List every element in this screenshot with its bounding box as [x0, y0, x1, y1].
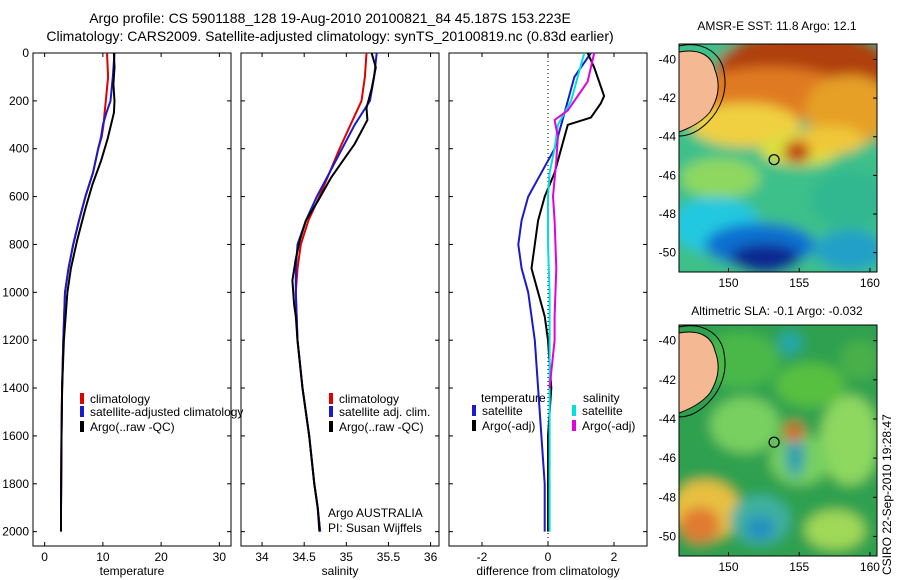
sla-map-field — [679, 325, 877, 556]
annotation-argo-australia: Argo AUSTRALIA — [328, 506, 423, 520]
legend-label-satellite: satellite-adjusted climatology — [90, 405, 243, 419]
x-tick-label: 0 — [41, 550, 48, 564]
legend-heading-salinity: salinity — [583, 391, 620, 405]
salinity-legend: climatology satellite adj. clim. Argo(..… — [328, 392, 430, 535]
y-tick-label: 800 — [9, 237, 29, 251]
legend-label-sal-satellite: satellite — [582, 404, 623, 418]
y-tick-label: 2000 — [2, 525, 29, 539]
footer-stamp: CSIRO 22-Sep-2010 19:28:47 — [880, 414, 894, 575]
x-tick-label: 34 — [255, 550, 269, 564]
series-line-argo — [291, 53, 377, 532]
y-tick-label: 400 — [9, 142, 29, 156]
x-axis-label: salinity — [322, 564, 359, 578]
map-y-tick-label: -44 — [659, 130, 677, 144]
legend-label-argo: Argo(..raw -QC) — [339, 420, 424, 434]
x-tick-label: 10 — [96, 550, 110, 564]
map-y-tick-label: -46 — [659, 168, 677, 182]
legend-label-argo: Argo(..raw -QC) — [90, 420, 175, 434]
map-y-tick-label: -50 — [659, 529, 677, 543]
y-tick-label: 1200 — [2, 333, 29, 347]
temperature-legend: climatology satellite-adjusted climatolo… — [80, 392, 243, 434]
map-axes: 150 155 160 -40 -42 -44 -46 -48 -50 150 155 160 -40 -… — [659, 52, 881, 574]
legend-swatch-sal-satellite — [572, 405, 576, 416]
map-y-tick-label: -40 — [659, 52, 677, 66]
annotation-pi-name: PI: Susan Wijffels — [328, 521, 422, 535]
y-tick-label: 1400 — [2, 381, 29, 395]
legend-label-satellite: satellite adj. clim. — [339, 405, 430, 419]
map-x-tick-label: 155 — [789, 560, 809, 574]
argo-location-marker — [768, 154, 780, 166]
legend-swatch-climatology — [80, 393, 84, 404]
map-y-tick-label: -46 — [659, 451, 677, 465]
map-x-tick-label: 160 — [860, 276, 880, 290]
map-y-tick-label: -42 — [659, 373, 677, 387]
y-tick-label: 0 — [22, 46, 29, 60]
x-tick-label: 30 — [213, 550, 227, 564]
map-y-tick-label: -48 — [659, 207, 677, 221]
figure-title-line2: Climatology: CARS2009. Satellite-adjuste… — [46, 28, 614, 44]
legend-swatch-argo — [329, 421, 333, 432]
argo-location-marker — [768, 436, 780, 448]
sst-map-frame — [678, 43, 878, 273]
x-tick-label: 2 — [611, 550, 618, 564]
sst-map-field — [679, 44, 877, 272]
y-tick-label: 1800 — [2, 477, 29, 491]
map-y-tick-label: -50 — [659, 246, 677, 260]
legend-label-temp-argo: Argo(-adj) — [482, 419, 535, 433]
difference-series — [517, 53, 606, 532]
x-axis-label: difference from climatology — [476, 564, 619, 578]
difference-legend: temperature satellite Argo(-adj) salinit… — [472, 391, 635, 433]
x-tick-label: 35.5 — [377, 550, 401, 564]
legend-swatch-satellite — [329, 406, 333, 417]
map-x-tick-label: 150 — [718, 560, 738, 574]
legend-heading-temperature: temperature — [481, 391, 546, 405]
y-tick-label: 1000 — [2, 285, 29, 299]
series-line-argo — [530, 53, 606, 532]
legend-swatch-climatology — [329, 393, 333, 404]
series-line-argo — [60, 53, 116, 532]
salinity-series — [291, 53, 378, 532]
legend-label-sal-argo: Argo(-adj) — [582, 419, 635, 433]
figure-title-line1: Argo profile: CS 5901188_128 19-Aug-2010… — [89, 10, 571, 26]
legend-swatch-argo — [80, 421, 84, 432]
axes-layer: 0 10 20 30temperature0200400600800100012001… — [2, 46, 647, 578]
x-tick-label: 36 — [424, 550, 438, 564]
map-y-tick-label: -42 — [659, 91, 677, 105]
legend-swatch-satellite — [80, 406, 84, 417]
series-line-sal_argo — [548, 53, 596, 389]
x-tick-label: 20 — [154, 550, 168, 564]
legend-swatch-sal-argo — [572, 420, 576, 431]
sst-map-title: AMSR-E SST: 11.8 Argo: 12.1 — [697, 19, 857, 33]
map-x-tick-label: 150 — [718, 276, 738, 290]
legend-swatch-temp-satellite — [472, 405, 476, 416]
x-tick-label: 34.5 — [293, 550, 317, 564]
y-tick-label: 200 — [9, 94, 29, 108]
map-y-tick-label: -48 — [659, 490, 677, 504]
x-tick-label: 0 — [545, 550, 552, 564]
x-tick-label: 35 — [340, 550, 354, 564]
map-x-tick-label: 155 — [789, 276, 809, 290]
y-tick-label: 600 — [9, 190, 29, 204]
salinity-panel-frame — [240, 52, 440, 547]
sla-map-title: Altimetric SLA: -0.1 Argo: -0.032 — [691, 304, 863, 318]
legend-label-climatology: climatology — [90, 392, 150, 406]
legend-swatch-temp-argo — [472, 420, 476, 431]
y-tick-label: 1600 — [2, 429, 29, 443]
x-axis-label: temperature — [100, 564, 165, 578]
map-x-tick-label: 160 — [860, 560, 880, 574]
map-y-tick-label: -44 — [659, 412, 677, 426]
legend-label-climatology: climatology — [339, 392, 399, 406]
x-tick-label: -2 — [477, 550, 488, 564]
temperature-series — [60, 53, 116, 532]
legend-label-temp-satellite: satellite — [482, 404, 523, 418]
temperature-panel-frame — [32, 52, 232, 547]
series-line-sal_satellite — [547, 53, 586, 532]
map-y-tick-label: -40 — [659, 334, 677, 348]
sla-map-frame — [678, 324, 878, 557]
